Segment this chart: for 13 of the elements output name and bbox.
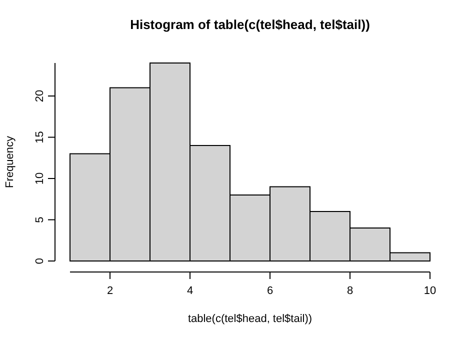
- chart-title: Histogram of table(c(tel$head, tel$tail)): [130, 17, 370, 32]
- y-tick-label: 20: [34, 90, 46, 102]
- y-tick-label: 10: [34, 172, 46, 185]
- y-tick-label: 0: [34, 258, 46, 264]
- y-axis-title: Frequency: [4, 136, 16, 188]
- x-axis-title: table(c(tel$head, tel$tail)): [188, 313, 312, 325]
- y-tick-label: 5: [34, 216, 46, 223]
- y-tick-label: 15: [34, 131, 46, 144]
- x-tick-label: 6: [266, 285, 274, 297]
- x-tick-label: 8: [346, 285, 354, 297]
- x-tick-label: 2: [106, 285, 114, 297]
- x-tick-label: 10: [424, 285, 436, 297]
- x-tick-label: 4: [186, 285, 194, 297]
